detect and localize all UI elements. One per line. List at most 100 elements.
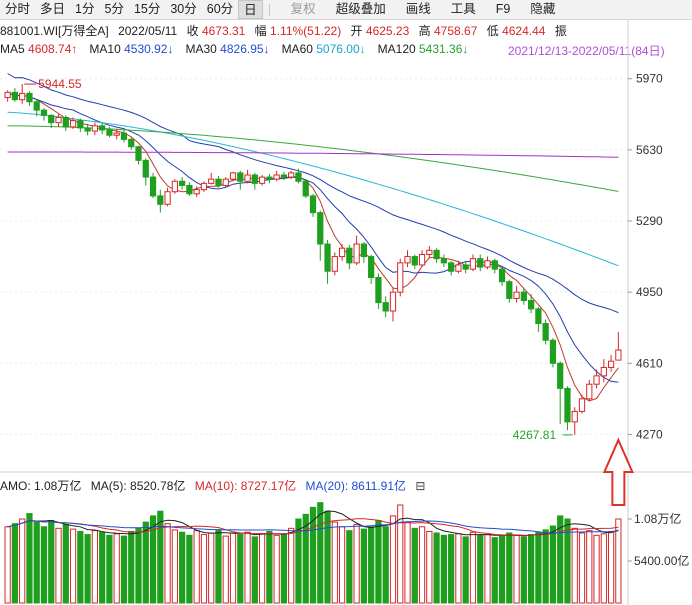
candle-body	[84, 127, 91, 132]
candle-body	[135, 146, 142, 161]
y-tick-label: 5970	[636, 72, 663, 86]
volume-bar	[338, 526, 346, 604]
period-tab-7[interactable]: 日	[238, 0, 263, 19]
toolbar-action-5[interactable]: 隐藏	[530, 2, 556, 16]
y-tick-label: 4270	[636, 427, 663, 441]
y-tick-label: 5290	[636, 214, 663, 228]
period-tab-4[interactable]: 15分	[133, 2, 161, 16]
candle-body	[491, 260, 498, 270]
volume-ma10: MA(10): 8727.17亿	[194, 479, 297, 493]
volume-bar	[200, 534, 208, 604]
toolbar-action-4[interactable]: F9	[495, 2, 511, 16]
candle-body	[193, 189, 200, 195]
period-tab-6[interactable]: 60分	[206, 2, 234, 16]
ma-label: MA10	[89, 42, 125, 56]
volume-settings-icon[interactable]: ⊟	[415, 479, 426, 493]
candle-body	[40, 109, 48, 116]
candle-body	[498, 268, 506, 283]
candle-body	[360, 243, 368, 258]
volume-bar	[62, 523, 69, 604]
candle-body	[389, 291, 397, 312]
volume-bar	[288, 527, 295, 604]
ma-label: MA60	[281, 42, 317, 56]
toolbar-action-1[interactable]: 超级叠加	[335, 2, 386, 16]
period-tab-0[interactable]: 分时	[5, 2, 31, 16]
volume-bar	[229, 532, 237, 604]
volume-bar	[477, 534, 484, 604]
up-arrow-annotation	[602, 437, 634, 506]
close-value: 4673.31	[201, 24, 246, 38]
candle-body	[33, 101, 40, 111]
volume-bar	[120, 535, 128, 604]
candle-body	[513, 291, 520, 299]
ma-value: 4826.95↓	[220, 42, 270, 56]
candle-body	[266, 176, 273, 180]
volume-bar	[455, 533, 462, 604]
volume-bar	[40, 526, 48, 604]
candle-body	[440, 258, 447, 264]
volume-bar	[26, 513, 33, 604]
candle-body	[149, 176, 157, 197]
period-tab-2[interactable]: 1分	[75, 2, 95, 16]
volume-bar	[578, 532, 586, 604]
volume-bar	[157, 510, 164, 604]
candle-body	[229, 172, 237, 180]
toolbar-action-3[interactable]: 工具	[450, 2, 476, 16]
period-tab-1[interactable]: 多日	[40, 2, 66, 16]
high-label: 高	[418, 24, 431, 38]
volume-bar	[91, 530, 98, 604]
candle-body	[215, 178, 222, 186]
volume-bar	[48, 520, 55, 604]
volume-bar	[244, 531, 251, 604]
volume-ma20: MA(20): 8611.91亿	[305, 479, 407, 493]
volume-ma10-line	[7, 518, 619, 536]
candle-body	[557, 362, 564, 389]
y-tick-label: 4950	[636, 285, 663, 299]
candle-body	[142, 159, 149, 178]
quote-date: 2022/05/11	[118, 24, 178, 38]
volume-bar	[215, 529, 222, 604]
toolbar-action-2[interactable]: 画线	[405, 2, 431, 16]
candle-body	[128, 138, 135, 148]
volume-bar	[273, 534, 280, 604]
volume-bar	[179, 531, 186, 604]
candle-body	[542, 323, 549, 341]
candle-body	[19, 92, 26, 101]
candle-body	[571, 410, 578, 423]
volume-bar	[397, 504, 404, 604]
toolbar-action-0[interactable]: 复权	[290, 2, 316, 16]
volume-bar	[382, 526, 389, 604]
volume-bar	[600, 533, 607, 604]
volume-bar	[535, 531, 542, 604]
volume-bar	[557, 515, 564, 604]
candle-body	[208, 178, 215, 184]
volume-bar	[615, 518, 622, 604]
candle-body	[564, 387, 571, 423]
volume-bar	[33, 521, 40, 604]
ma30-line	[7, 73, 619, 314]
volume-bar	[360, 528, 368, 604]
candle-body	[99, 125, 106, 131]
candle-body	[375, 277, 382, 304]
candle-body	[324, 243, 331, 272]
volume-bar	[317, 502, 324, 604]
period-toolbar: 分时 多日 1分 5分 15分 30分 60分日 复权 超级叠加 画线 工具 F9 隐藏	[0, 0, 692, 20]
y-tick-label: 5630	[636, 143, 663, 157]
candle-body	[397, 262, 404, 293]
ma-legend-item-ma60: MA60 5076.00↓	[282, 42, 372, 56]
volume-bar	[4, 526, 11, 604]
candle-body	[477, 258, 484, 268]
candle-body	[411, 256, 418, 266]
volume-bar	[448, 534, 455, 604]
volume-bar	[251, 536, 258, 604]
candle-body	[506, 281, 513, 299]
volume-bar	[331, 521, 338, 604]
low-label: 低	[486, 24, 499, 38]
period-tab-5[interactable]: 30分	[170, 2, 197, 16]
candle-body	[69, 120, 77, 128]
period-tab-3[interactable]: 5分	[104, 2, 124, 16]
candle-body	[91, 125, 98, 132]
candle-body	[157, 195, 164, 205]
volume-bar	[513, 534, 520, 604]
